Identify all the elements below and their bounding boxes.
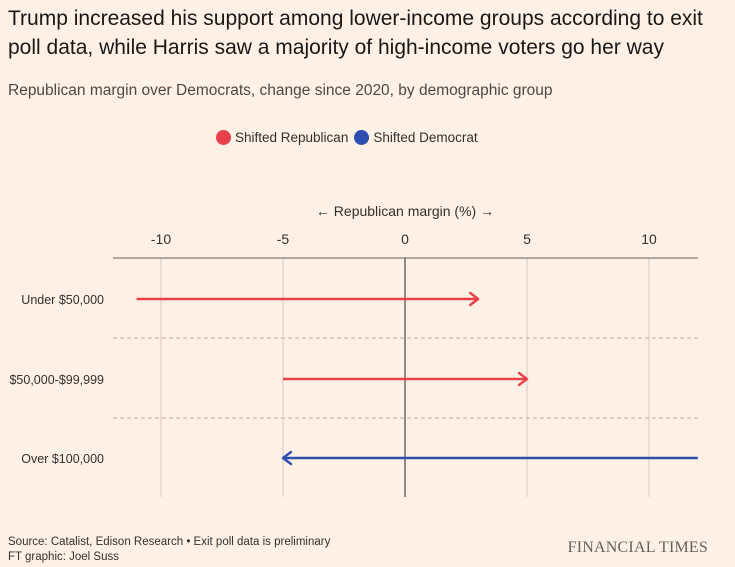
legend-swatch-democrat bbox=[354, 130, 370, 145]
tick-label: -10 bbox=[151, 231, 171, 247]
chart-title: Trump increased his support among lower-… bbox=[8, 7, 703, 59]
arrow-head bbox=[517, 371, 529, 387]
graphic-credit: FT graphic: Joel Suss bbox=[8, 551, 120, 563]
chart-subtitle: Republican margin over Democrats, change… bbox=[8, 82, 553, 99]
ft-brand-logo: FINANCIAL TIMES bbox=[567, 539, 708, 556]
legend-swatch-republican bbox=[216, 130, 231, 145]
legend-item-republican: Shifted Republican bbox=[216, 130, 348, 145]
source-note: Source: Catalist, Edison Research • Exit… bbox=[8, 536, 331, 548]
legend-label-democrat: Shifted Democrat bbox=[373, 130, 478, 145]
legend-label-republican: Shifted Republican bbox=[235, 130, 349, 145]
arrow-head bbox=[281, 450, 293, 466]
arrow-head bbox=[469, 291, 480, 307]
tick-label: 10 bbox=[641, 231, 657, 247]
tick-label: 5 bbox=[523, 231, 531, 247]
axis-title: ← Republican margin (%) → bbox=[316, 203, 494, 219]
row-label: $50,000-$99,999 bbox=[9, 373, 104, 387]
legend: Shifted Republican Shifted Democrat bbox=[216, 130, 484, 145]
row-label: Under $50,000 bbox=[21, 293, 104, 307]
tick-label: 0 bbox=[401, 231, 409, 247]
legend-item-democrat: Shifted Democrat bbox=[354, 130, 478, 145]
tick-label: -5 bbox=[277, 231, 290, 247]
row-label: Over $100,000 bbox=[21, 452, 104, 466]
footer: Source: Catalist, Edison Research • Exit… bbox=[8, 535, 330, 565]
